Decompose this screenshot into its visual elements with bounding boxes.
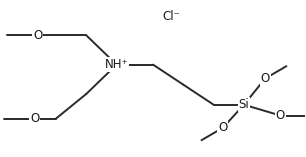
Text: Cl⁻: Cl⁻ [162, 10, 180, 23]
Text: NH⁺: NH⁺ [105, 58, 129, 71]
Text: O: O [218, 121, 227, 134]
Text: Si: Si [239, 98, 249, 111]
Text: O: O [33, 29, 43, 42]
Text: O: O [261, 72, 270, 85]
Text: O: O [276, 109, 285, 122]
Text: O: O [30, 112, 39, 125]
